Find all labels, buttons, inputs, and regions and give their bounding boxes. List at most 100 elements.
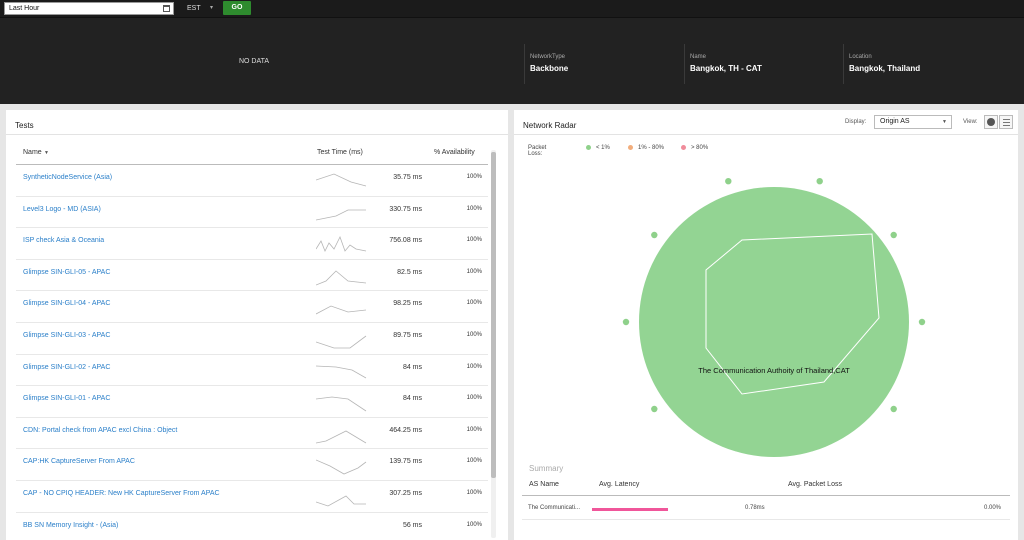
table-row[interactable]: ISP check Asia & Oceania 756.08 ms 100% <box>16 228 488 260</box>
summary-avg-latency: 0.78ms <box>745 505 765 511</box>
test-name-link[interactable]: SyntheticNodeService (Asia) <box>23 174 113 181</box>
tests-scrollbar[interactable] <box>491 150 496 538</box>
table-row[interactable]: Glimpse SIN-GLI-05 - APAC 82.5 ms 100% <box>16 260 488 292</box>
radar-node[interactable] <box>725 178 732 185</box>
test-time-sparkline <box>316 459 367 475</box>
top-toolbar: Last Hour EST ▾ GO <box>0 0 1024 17</box>
latency-bar <box>592 508 668 511</box>
test-time-value: 84 ms <box>402 395 422 403</box>
column-header-avg-packet-loss: Avg. Packet Loss <box>788 481 842 488</box>
node-info-bar: NO DATA NetworkType Backbone Name Bangko… <box>0 17 1024 104</box>
test-name-link[interactable]: CAP - NO CPIQ HEADER: New HK CaptureServ… <box>23 489 220 497</box>
availability-value: 100% <box>466 331 482 338</box>
test-time-value: 98.25 ms <box>393 300 422 308</box>
summary-avg-packet-loss: 0.00% <box>983 505 1001 511</box>
radar-node[interactable] <box>918 318 926 326</box>
pie-chart-icon <box>987 118 995 126</box>
radar-node[interactable] <box>890 405 897 413</box>
radar-view-button[interactable] <box>984 115 998 129</box>
radar-node[interactable] <box>622 318 630 326</box>
radar-latency-polygon <box>705 233 880 395</box>
network-type-value: Backbone <box>530 64 569 73</box>
test-name-link[interactable]: Level3 Logo - MD (ASIA) <box>23 205 101 213</box>
table-row[interactable]: CDN: Portal check from APAC excl China :… <box>16 418 488 450</box>
radar-node[interactable] <box>816 178 823 185</box>
test-name-link[interactable]: ISP check Asia & Oceania <box>23 237 105 245</box>
summary-row[interactable]: The Communicati... 0.78ms 0.00% <box>522 496 1010 520</box>
test-time-sparkline <box>316 236 367 253</box>
test-time-value: 464.25 ms <box>389 426 422 434</box>
test-name-link[interactable]: CAP:HK CaptureServer From APAC <box>23 458 135 466</box>
test-time-value: 56 ms <box>402 521 422 529</box>
availability-value: 100% <box>466 300 482 307</box>
calendar-icon[interactable] <box>163 5 170 12</box>
go-button[interactable]: GO <box>223 1 251 15</box>
radar-panel-title: Network Radar <box>523 121 577 130</box>
table-row[interactable]: SyntheticNodeService (Asia) 35.75 ms 100% <box>16 165 488 197</box>
table-row[interactable]: CAP - NO CPIQ HEADER: New HK CaptureServ… <box>16 481 488 513</box>
column-header-name[interactable]: Name <box>23 149 42 156</box>
radar-center-label: The Communication Authoity of Thailand,C… <box>698 366 850 375</box>
legend-item-low: < 1% <box>586 145 610 151</box>
timezone-value: EST <box>187 5 201 12</box>
display-select-value: Origin AS <box>880 118 910 125</box>
availability-value: 100% <box>466 363 482 370</box>
test-name-link[interactable]: Glimpse SIN-GLI-03 - APAC <box>23 331 111 339</box>
radar-node[interactable] <box>890 231 897 239</box>
column-header-test-time[interactable]: Test Time (ms) <box>317 149 363 156</box>
sort-desc-icon[interactable]: ▼ <box>44 150 49 156</box>
test-time-value: 139.75 ms <box>389 458 422 466</box>
summary-title: Summary <box>529 464 564 473</box>
availability-value: 100% <box>466 426 482 433</box>
network-radar[interactable]: The Communication Authoity of Thailand,C… <box>514 168 1018 458</box>
column-header-availability[interactable]: % Availability <box>434 149 475 156</box>
radar-node[interactable] <box>651 405 658 413</box>
name-column: Name Bangkok, TH - CAT <box>684 44 843 84</box>
test-time-sparkline <box>316 365 367 378</box>
network-type-label: NetworkType <box>530 54 566 60</box>
scrollbar-thumb[interactable] <box>491 152 496 478</box>
column-header-avg-latency: Avg. Latency <box>599 481 640 488</box>
table-row[interactable]: Glimpse SIN-GLI-03 - APAC 89.75 ms 100% <box>16 323 488 355</box>
table-row[interactable]: CAP:HK CaptureServer From APAC 139.75 ms 1… <box>16 449 488 481</box>
availability-value: 100% <box>466 205 482 212</box>
location-label: Location <box>849 54 872 60</box>
test-time-value: 756.08 ms <box>389 237 422 245</box>
legend-item-label: 1% - 80% <box>638 145 665 151</box>
time-range-input[interactable]: Last Hour <box>4 2 174 15</box>
test-name-link[interactable]: Glimpse SIN-GLI-02 - APAC <box>23 363 111 371</box>
table-row[interactable]: Glimpse SIN-GLI-02 - APAC 84 ms 100% <box>16 355 488 387</box>
test-name-link[interactable]: Glimpse SIN-GLI-05 - APAC <box>23 268 111 276</box>
display-select[interactable]: Origin AS ▼ <box>874 115 952 129</box>
location-value: Bangkok, Thailand <box>849 64 921 73</box>
list-view-button[interactable] <box>999 115 1013 129</box>
test-time-sparkline <box>316 209 366 220</box>
summary-table-header: AS Name Avg. Latency Avg. Packet Loss <box>522 480 1010 496</box>
legend-item-label: < 1% <box>596 145 610 151</box>
list-icon <box>1003 119 1010 120</box>
tests-table-header: Name ▼ Test Time (ms) % Availability <box>16 146 488 165</box>
radar-node[interactable] <box>651 231 658 239</box>
test-time-value: 330.75 ms <box>389 205 422 213</box>
test-name-link[interactable]: BB SN Memory Insight - (Asia) <box>23 521 119 529</box>
table-row[interactable]: BB SN Memory Insight - (Asia) 56 ms 100% <box>16 513 488 540</box>
test-time-sparkline <box>316 270 367 286</box>
test-time-sparkline <box>316 495 366 507</box>
test-time-value: 82.5 ms <box>397 268 422 276</box>
table-row[interactable]: Level3 Logo - MD (ASIA) 330.75 ms 100% <box>16 197 488 229</box>
test-name-link[interactable]: Glimpse SIN-GLI-01 - APAC <box>23 395 111 403</box>
availability-value: 100% <box>466 268 482 275</box>
tests-panel-title: Tests <box>15 121 34 130</box>
legend-title: Packet Loss: <box>528 145 547 157</box>
radar-circle[interactable] <box>639 187 909 457</box>
test-name-link[interactable]: Glimpse SIN-GLI-04 - APAC <box>23 300 111 308</box>
chevron-down-icon[interactable]: ▾ <box>210 5 214 11</box>
time-range-value: Last Hour <box>9 5 40 12</box>
test-name-link[interactable]: CDN: Portal check from APAC excl China :… <box>23 426 178 434</box>
availability-value: 100% <box>466 395 482 402</box>
timezone-select[interactable]: EST <box>184 2 220 15</box>
legend-item-high: > 80% <box>681 145 708 151</box>
table-row[interactable]: Glimpse SIN-GLI-01 - APAC 84 ms 100% <box>16 386 488 418</box>
table-row[interactable]: Glimpse SIN-GLI-04 - APAC 98.25 ms 100% <box>16 291 488 323</box>
radar-nodes <box>622 178 926 413</box>
